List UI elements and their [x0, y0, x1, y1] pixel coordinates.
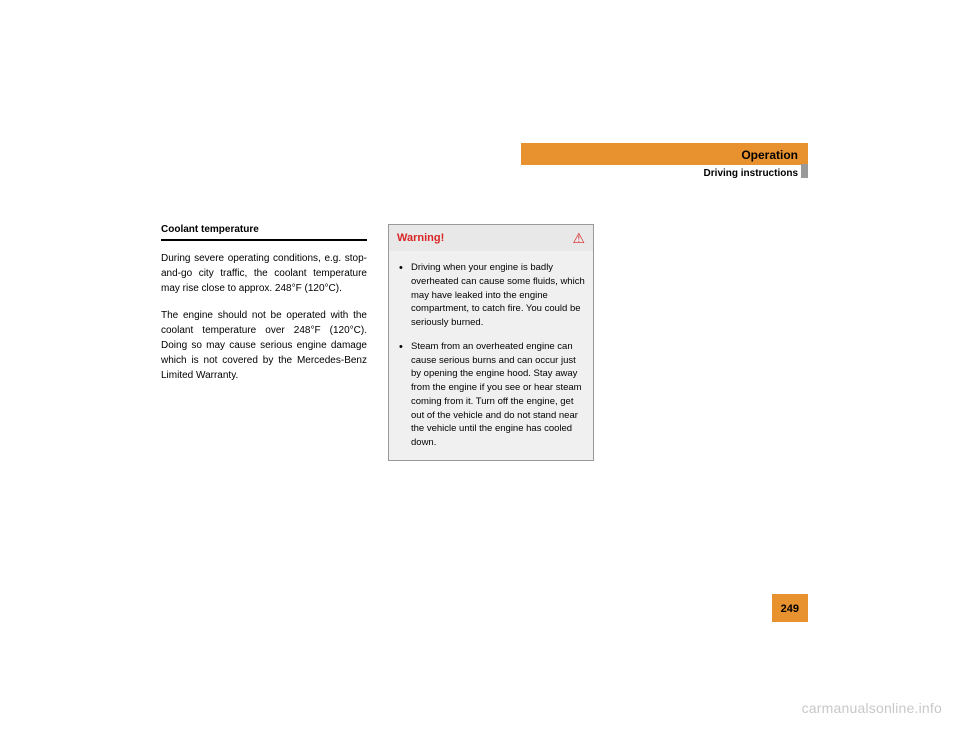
- section-heading: Coolant temperature: [161, 224, 367, 235]
- warning-bullet-1: Driving when your engine is badly overhe…: [397, 261, 585, 330]
- body-para-1: During severe operating conditions, e.g.…: [161, 251, 367, 296]
- header-tab-title: Operation: [531, 148, 798, 162]
- watermark: carmanualsonline.info: [802, 700, 942, 716]
- left-column: Coolant temperature During severe operat…: [161, 224, 367, 395]
- warning-box: Warning! ⚠ Driving when your engine is b…: [388, 224, 594, 461]
- page-number-box: 249: [772, 594, 808, 622]
- section-rule: [161, 239, 367, 241]
- warning-header: Warning! ⚠: [388, 224, 594, 251]
- warning-bullet-2: Steam from an overheated engine can caus…: [397, 340, 585, 450]
- header-subtitle: Driving instructions: [704, 168, 798, 179]
- warning-title: Warning!: [397, 232, 444, 244]
- header-marker: [801, 164, 808, 178]
- page-number: 249: [781, 603, 799, 615]
- warning-triangle-icon: ⚠: [572, 231, 585, 245]
- warning-body: Driving when your engine is badly overhe…: [388, 251, 594, 461]
- body-para-2: The engine should not be operated with t…: [161, 308, 367, 383]
- header-tab: Operation: [521, 143, 808, 165]
